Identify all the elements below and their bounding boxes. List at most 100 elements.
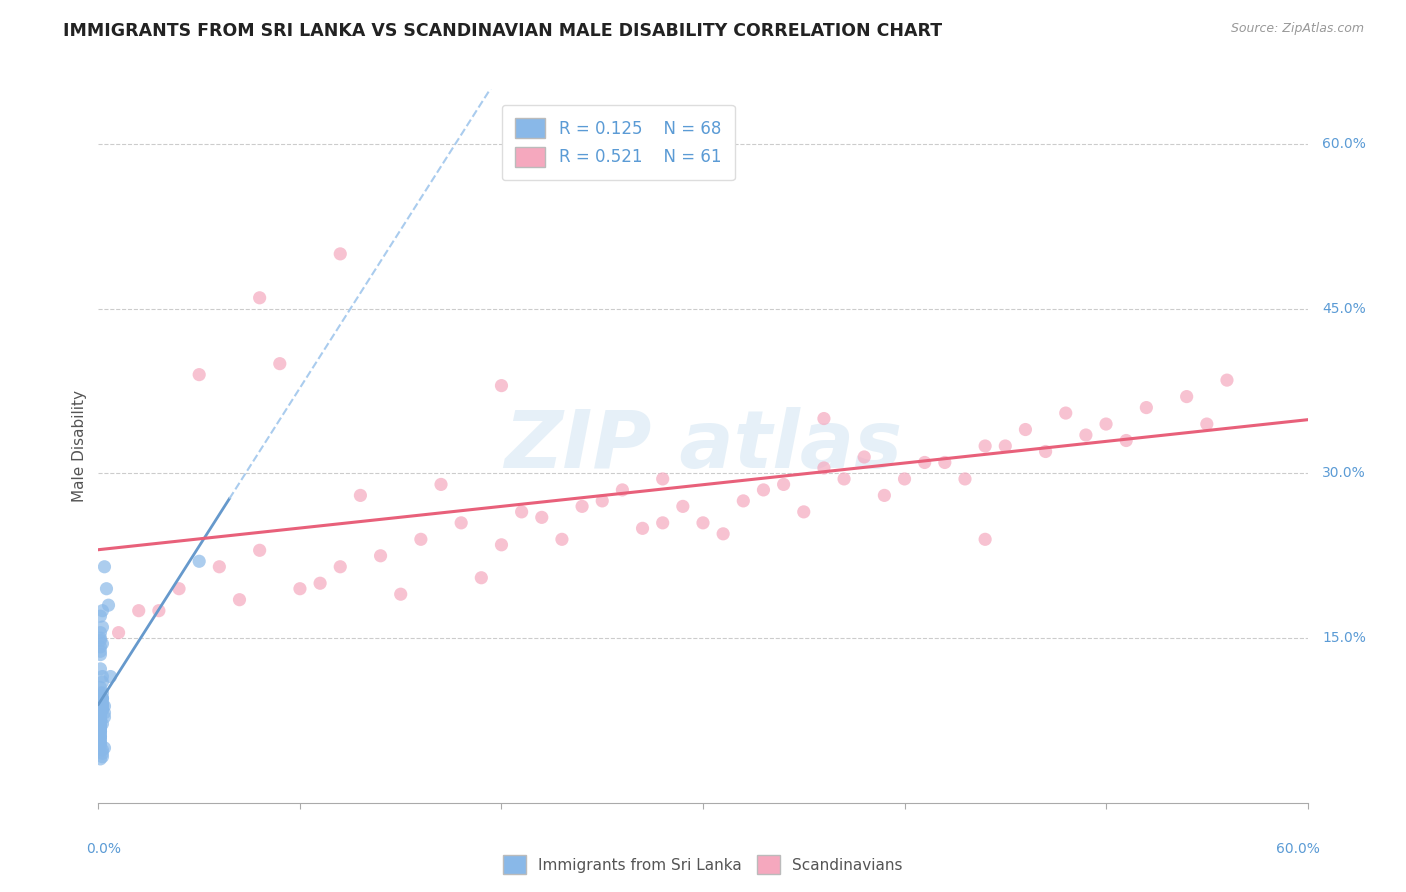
Point	[91, 747, 114, 761]
Point	[89, 702, 111, 716]
Point	[571, 500, 593, 514]
Point	[1095, 417, 1118, 431]
Point	[89, 739, 111, 753]
Point	[91, 702, 114, 716]
Point	[349, 488, 371, 502]
Point	[89, 735, 111, 749]
Point	[953, 472, 976, 486]
Point	[1074, 428, 1097, 442]
Point	[91, 699, 114, 714]
Text: ZIP atlas: ZIP atlas	[503, 407, 903, 485]
Point	[409, 533, 432, 547]
Point	[89, 719, 111, 733]
Point	[93, 699, 115, 714]
Point	[651, 516, 673, 530]
Point	[89, 724, 111, 739]
Point	[96, 582, 118, 596]
Point	[89, 681, 111, 695]
Point	[91, 675, 114, 690]
Point	[1175, 390, 1198, 404]
Point	[167, 582, 190, 596]
Point	[893, 472, 915, 486]
Point	[994, 439, 1017, 453]
Point	[510, 505, 533, 519]
Point	[188, 554, 211, 568]
Point	[309, 576, 332, 591]
Point	[692, 516, 714, 530]
Point	[853, 450, 876, 464]
Point	[91, 691, 114, 706]
Point	[793, 505, 815, 519]
Point	[89, 699, 111, 714]
Point	[89, 625, 111, 640]
Point	[91, 637, 114, 651]
Point	[91, 743, 114, 757]
Point	[89, 721, 111, 735]
Point	[1195, 417, 1218, 431]
Text: 0.0%: 0.0%	[86, 842, 121, 856]
Point	[873, 488, 896, 502]
Point	[89, 724, 111, 739]
Point	[974, 439, 997, 453]
Point	[470, 571, 492, 585]
Point	[269, 357, 291, 371]
Point	[612, 483, 634, 497]
Point	[89, 708, 111, 723]
Text: 60.0%: 60.0%	[1322, 137, 1367, 151]
Point	[651, 472, 673, 486]
Point	[89, 695, 111, 709]
Text: 15.0%: 15.0%	[1322, 632, 1367, 645]
Point	[813, 461, 835, 475]
Point	[329, 247, 352, 261]
Point	[100, 669, 122, 683]
Point	[89, 721, 111, 735]
Point	[733, 494, 755, 508]
Point	[1135, 401, 1157, 415]
Point	[772, 477, 794, 491]
Point	[228, 592, 250, 607]
Text: 30.0%: 30.0%	[1322, 467, 1365, 481]
Point	[530, 510, 553, 524]
Point	[148, 604, 170, 618]
Point	[89, 715, 111, 730]
Point	[91, 699, 114, 714]
Point	[491, 538, 513, 552]
Point	[89, 730, 111, 744]
Text: IMMIGRANTS FROM SRI LANKA VS SCANDINAVIAN MALE DISABILITY CORRELATION CHART: IMMIGRANTS FROM SRI LANKA VS SCANDINAVIA…	[63, 22, 942, 40]
Point	[89, 710, 111, 724]
Point	[208, 559, 231, 574]
Point	[91, 749, 114, 764]
Point	[450, 516, 472, 530]
Point	[93, 706, 115, 720]
Point	[89, 644, 111, 658]
Point	[631, 521, 654, 535]
Point	[711, 526, 734, 541]
Point	[249, 291, 271, 305]
Point	[89, 724, 111, 739]
Point	[97, 598, 120, 612]
Point	[329, 559, 352, 574]
Point	[89, 730, 111, 744]
Point	[389, 587, 412, 601]
Legend: Immigrants from Sri Lanka, Scandinavians: Immigrants from Sri Lanka, Scandinavians	[496, 849, 910, 880]
Point	[89, 714, 111, 728]
Point	[89, 695, 111, 709]
Point	[89, 686, 111, 700]
Point	[89, 732, 111, 747]
Point	[89, 714, 111, 728]
Point	[91, 686, 114, 700]
Point	[89, 640, 111, 654]
Point	[91, 697, 114, 711]
Point	[1216, 373, 1239, 387]
Point	[249, 543, 271, 558]
Point	[1115, 434, 1137, 448]
Point	[93, 740, 115, 755]
Point	[934, 455, 956, 469]
Point	[89, 688, 111, 702]
Point	[89, 609, 111, 624]
Point	[89, 752, 111, 766]
Point	[1035, 444, 1057, 458]
Point	[974, 533, 997, 547]
Point	[914, 455, 936, 469]
Point	[591, 494, 613, 508]
